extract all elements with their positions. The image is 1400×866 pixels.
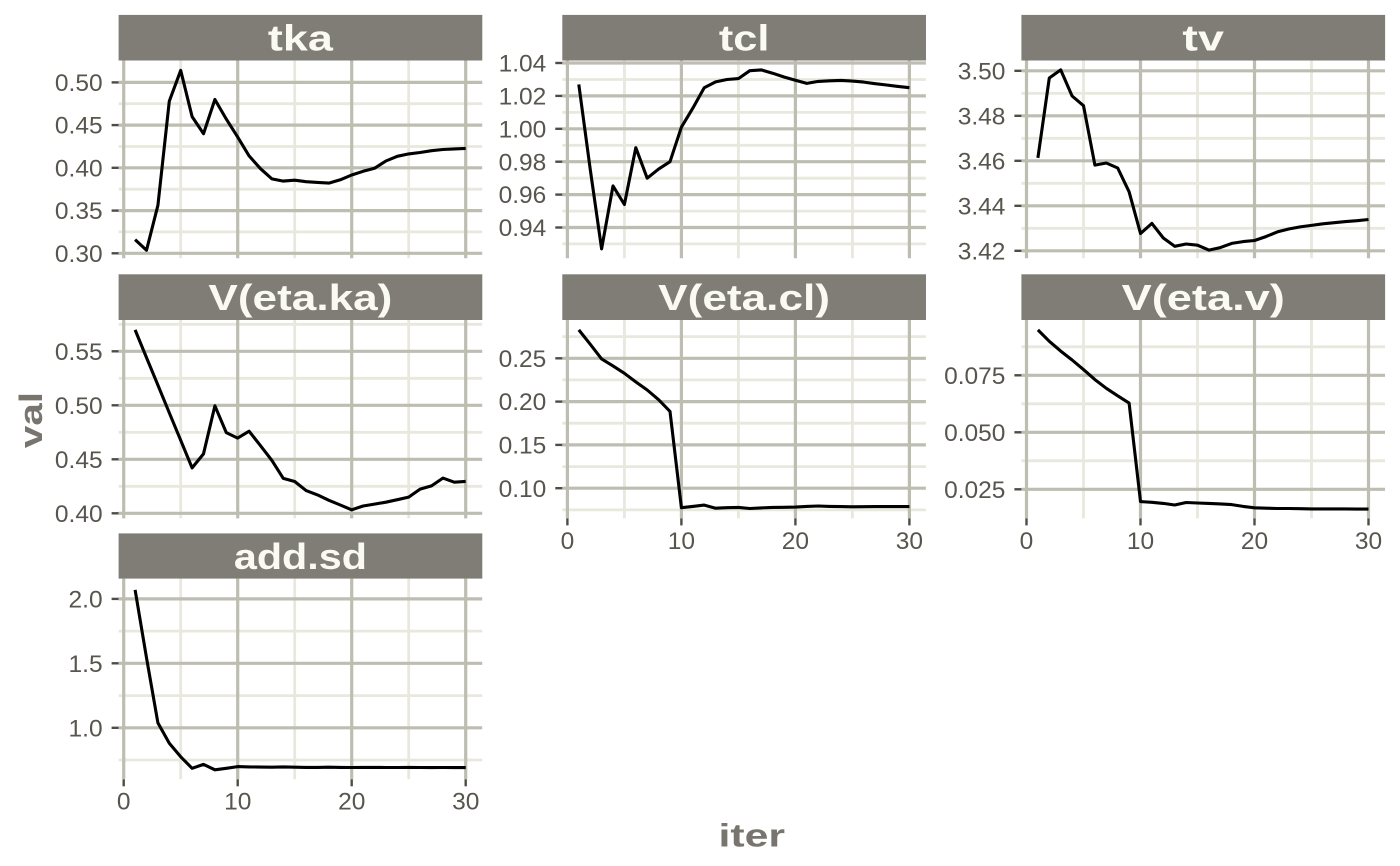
svg-text:30: 30 <box>452 789 479 816</box>
svg-text:add.sd: add.sd <box>234 536 367 577</box>
svg-text:0.40: 0.40 <box>55 155 103 182</box>
svg-text:1.00: 1.00 <box>499 116 547 143</box>
svg-text:0.025: 0.025 <box>944 477 1005 504</box>
svg-text:0.45: 0.45 <box>55 447 103 474</box>
svg-text:0.30: 0.30 <box>55 241 103 268</box>
svg-text:0.40: 0.40 <box>55 501 103 528</box>
svg-text:3.44: 3.44 <box>958 193 1006 220</box>
svg-text:20: 20 <box>1241 528 1268 555</box>
svg-text:0.35: 0.35 <box>55 198 103 225</box>
svg-text:0: 0 <box>1020 528 1034 555</box>
svg-text:0.25: 0.25 <box>499 346 547 373</box>
svg-text:10: 10 <box>1127 528 1154 555</box>
svg-text:1.02: 1.02 <box>499 84 547 111</box>
svg-text:10: 10 <box>224 789 251 816</box>
svg-text:iter: iter <box>719 817 786 853</box>
svg-text:0.20: 0.20 <box>499 389 547 416</box>
svg-text:30: 30 <box>896 528 923 555</box>
svg-text:0.10: 0.10 <box>499 476 547 503</box>
svg-text:tka: tka <box>268 18 334 59</box>
svg-text:val: val <box>13 392 49 448</box>
svg-text:3.42: 3.42 <box>958 238 1006 265</box>
svg-text:0.55: 0.55 <box>55 339 103 366</box>
svg-text:0.050: 0.050 <box>944 420 1005 447</box>
svg-text:20: 20 <box>338 789 365 816</box>
svg-text:1.5: 1.5 <box>69 651 103 678</box>
svg-text:3.46: 3.46 <box>958 148 1006 175</box>
svg-text:0.50: 0.50 <box>55 70 103 97</box>
svg-text:tcl: tcl <box>719 18 770 59</box>
svg-text:30: 30 <box>1355 528 1382 555</box>
svg-text:0: 0 <box>117 789 131 816</box>
svg-text:3.50: 3.50 <box>958 58 1006 85</box>
svg-text:0.075: 0.075 <box>944 363 1005 390</box>
svg-text:10: 10 <box>668 528 695 555</box>
svg-text:1.04: 1.04 <box>499 51 547 78</box>
svg-text:0.15: 0.15 <box>499 433 547 460</box>
svg-text:0.94: 0.94 <box>499 215 547 242</box>
svg-text:tv: tv <box>1182 18 1224 59</box>
svg-text:20: 20 <box>782 528 809 555</box>
svg-text:V(eta.cl): V(eta.cl) <box>658 277 830 318</box>
svg-text:2.0: 2.0 <box>69 587 103 614</box>
svg-text:3.48: 3.48 <box>958 103 1006 130</box>
svg-text:0.50: 0.50 <box>55 393 103 420</box>
svg-text:0.96: 0.96 <box>499 182 547 209</box>
svg-text:1.0: 1.0 <box>69 715 103 742</box>
svg-text:0.45: 0.45 <box>55 113 103 140</box>
svg-text:0.98: 0.98 <box>499 149 547 176</box>
svg-text:V(eta.v): V(eta.v) <box>1122 277 1285 318</box>
svg-text:0: 0 <box>561 528 575 555</box>
svg-text:V(eta.ka): V(eta.ka) <box>208 277 392 318</box>
